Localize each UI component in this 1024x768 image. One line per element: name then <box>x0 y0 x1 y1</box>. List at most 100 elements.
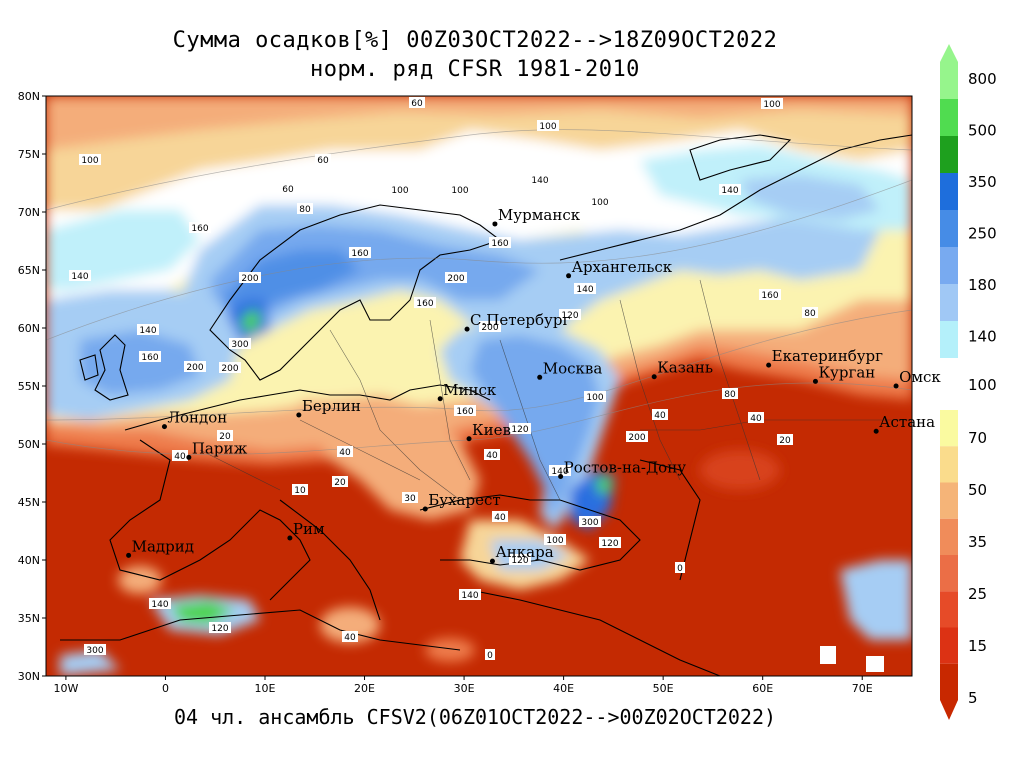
contour-label-bg <box>342 631 358 642</box>
contour-label-bg <box>492 511 508 522</box>
legend-label: 180 <box>968 276 997 294</box>
lon-tick-label: 10E <box>255 682 276 695</box>
contour-value-label: 40 <box>344 633 356 643</box>
legend-label: 250 <box>968 225 997 243</box>
city-label: Астана <box>879 413 935 431</box>
contour-value-label: 140 <box>531 176 548 186</box>
contour-value-label: 300 <box>581 518 598 528</box>
contour-label-bg <box>777 434 793 445</box>
contour-value-label: 200 <box>241 274 258 284</box>
lon-tick-label: 60E <box>752 682 773 695</box>
contour-label-bg <box>79 154 101 165</box>
contour-label-bg <box>349 247 371 258</box>
contour-value-label: 200 <box>221 364 238 374</box>
legend-swatch <box>940 555 958 592</box>
contour-label-bg <box>389 184 411 195</box>
city-label: Москва <box>543 359 603 377</box>
city-label: Лондон <box>167 409 227 427</box>
lat-tick-label: 50N <box>18 438 40 451</box>
city-marker <box>893 383 899 389</box>
contour-value-label: 100 <box>546 536 563 546</box>
city-label: Архангельск <box>572 258 673 276</box>
contour-value-label: 100 <box>391 186 408 196</box>
contour-value-label: 100 <box>763 100 780 110</box>
city-label: Мадрид <box>132 537 194 555</box>
contour-label-bg <box>675 562 685 573</box>
contour-value-label: 300 <box>231 340 248 350</box>
contour-label-bg <box>84 644 106 655</box>
contour-label-bg <box>599 537 621 548</box>
contour-value-label: 120 <box>561 311 578 321</box>
contour-value-label: 30 <box>404 494 416 504</box>
legend-swatch <box>940 247 958 284</box>
lat-tick-label: 40N <box>18 554 40 567</box>
legend-swatch <box>940 663 958 700</box>
contour-value-label: 160 <box>416 299 433 309</box>
lat-tick-label: 75N <box>18 148 40 161</box>
contour-value-label: 40 <box>494 513 506 523</box>
city-label: Курган <box>818 363 875 381</box>
contour-value-label: 200 <box>481 323 498 333</box>
contour-value-label: 10 <box>294 486 306 496</box>
contour-label-bg <box>484 449 500 460</box>
contour-label-bg <box>292 484 308 495</box>
city-marker <box>651 374 657 380</box>
contour-label-bg <box>315 154 331 165</box>
contour-label-bg <box>209 622 231 633</box>
contour-value-label: 60 <box>317 156 329 166</box>
city-marker <box>161 424 167 430</box>
contour-label-bg <box>219 362 241 373</box>
legend-label: 5 <box>968 689 978 707</box>
lon-tick-label: 50E <box>653 682 674 695</box>
legend-swatch <box>940 62 958 99</box>
city-marker <box>873 428 879 434</box>
contour-value-label: 140 <box>139 326 156 336</box>
city-marker <box>558 473 564 479</box>
lat-tick-label: 70N <box>18 206 40 219</box>
contour-label-bg <box>589 196 611 207</box>
contour-label-bg <box>445 272 467 283</box>
legend-label: 35 <box>968 533 987 551</box>
lon-tick-label: 20E <box>354 682 375 695</box>
contour-value-label: 160 <box>491 239 508 249</box>
precip-field <box>46 96 912 676</box>
legend-swatch <box>940 210 958 247</box>
city-label: Рим <box>293 520 325 538</box>
contour-value-label: 0 <box>487 651 493 661</box>
missing-data-square <box>820 646 836 664</box>
contour-label-bg <box>748 412 764 423</box>
contour-value-label: 100 <box>586 393 603 403</box>
city-marker <box>566 273 572 279</box>
contour-value-label: 200 <box>447 274 464 284</box>
contour-value-label: 40 <box>339 448 351 458</box>
contour-label-bg <box>297 203 313 214</box>
map-title-line1: Сумма осадков[%] 00Z03OCT2022-->18Z09OCT… <box>172 28 778 53</box>
city-label: Бухарест <box>428 491 500 509</box>
contour-label-bg <box>454 405 476 416</box>
contour-label-bg <box>759 289 781 300</box>
city-marker <box>287 535 293 541</box>
city-marker <box>464 326 470 332</box>
contour-label-bg <box>537 120 559 131</box>
contour-value-label: 140 <box>721 186 738 196</box>
city-label: Анкара <box>495 543 553 561</box>
contour-label-bg <box>229 338 251 349</box>
contour-value-label: 200 <box>628 433 645 443</box>
map-title-line2: норм. ряд CFSR 1981-2010 <box>310 57 640 82</box>
legend-swatch <box>940 321 958 358</box>
contour-label-bg <box>485 649 495 660</box>
contour-label-bg <box>217 430 233 441</box>
contour-value-label: 300 <box>86 646 103 656</box>
lat-tick-label: 80N <box>18 90 40 103</box>
contour-value-label: 160 <box>191 224 208 234</box>
contour-label-bg <box>719 184 741 195</box>
contour-value-label: 200 <box>186 363 203 373</box>
city-marker <box>186 454 192 460</box>
lon-tick-label: 40E <box>553 682 574 695</box>
contour-label-bg <box>337 446 353 457</box>
contour-value-label: 140 <box>151 600 168 610</box>
contour-value-label: 160 <box>456 407 473 417</box>
contour-value-label: 40 <box>750 414 762 424</box>
legend-swatch <box>940 446 958 483</box>
city-label: Париж <box>192 439 248 457</box>
